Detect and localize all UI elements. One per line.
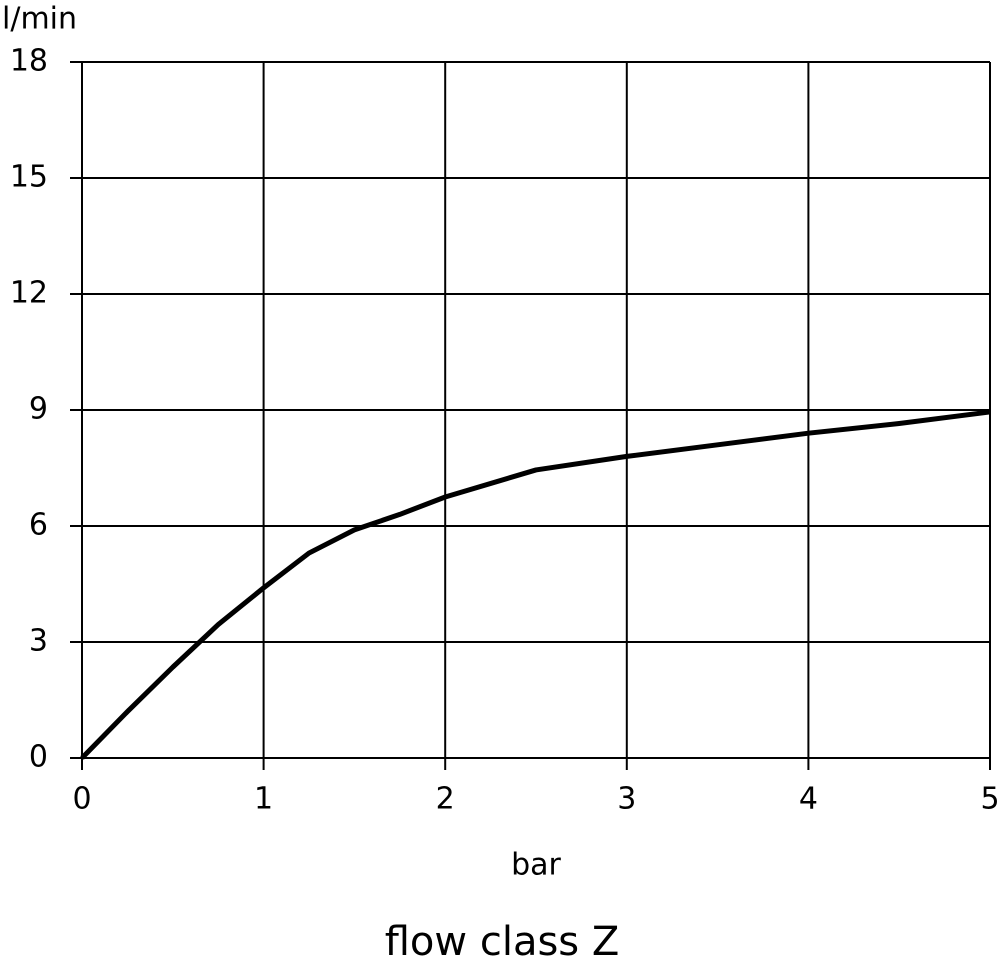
x-tick-label: 5 <box>980 782 999 817</box>
y-tick-label: 15 <box>10 160 48 195</box>
x-tick-label: 4 <box>799 782 818 817</box>
x-tick-label: 1 <box>254 782 273 817</box>
x-tick-label: 3 <box>617 782 636 817</box>
y-axis-label: l/min <box>2 2 77 37</box>
x-axis-label: bar <box>511 848 561 883</box>
caption: flow class Z <box>385 919 620 965</box>
x-tick-label: 0 <box>72 782 91 817</box>
y-tick-label: 0 <box>29 740 48 775</box>
x-tick-label: 2 <box>436 782 455 817</box>
y-tick-label: 18 <box>10 44 48 79</box>
y-tick-label: 9 <box>29 392 48 427</box>
y-tick-label: 3 <box>29 624 48 659</box>
y-tick-label: 12 <box>10 276 48 311</box>
data-line <box>80 409 991 760</box>
y-tick-label: 6 <box>29 508 48 543</box>
